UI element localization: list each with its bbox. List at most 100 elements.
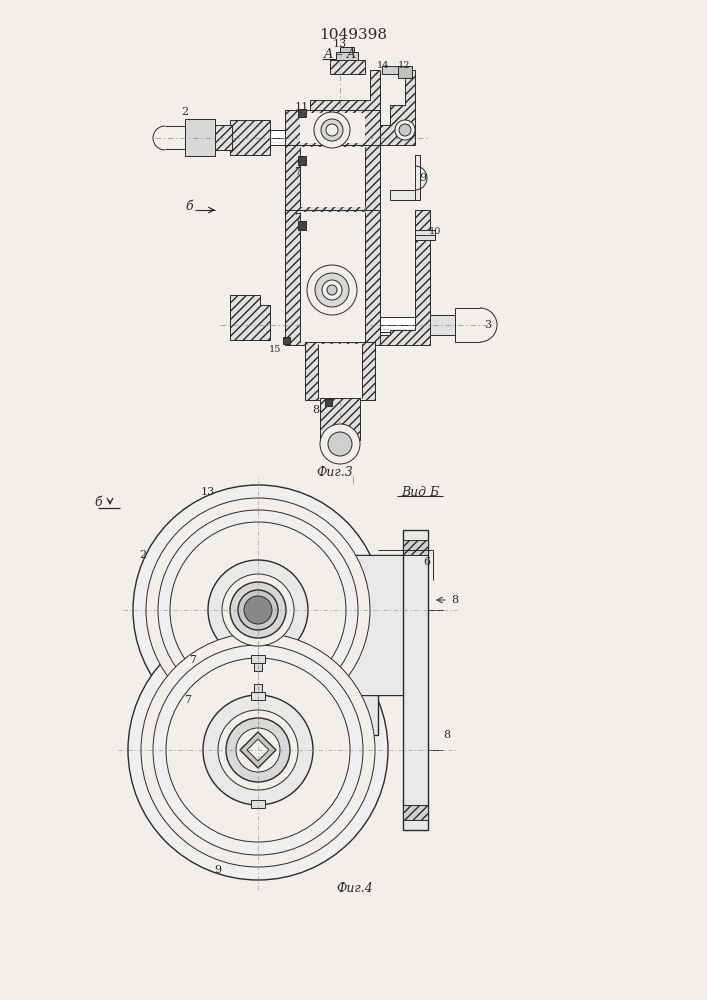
Polygon shape bbox=[185, 119, 215, 156]
Text: 8: 8 bbox=[451, 595, 458, 605]
Text: 10: 10 bbox=[429, 228, 441, 236]
Text: 12: 12 bbox=[398, 62, 410, 70]
Text: Вид Б: Вид Б bbox=[401, 486, 439, 498]
Text: 9: 9 bbox=[214, 865, 221, 875]
Circle shape bbox=[146, 498, 370, 722]
Text: 6: 6 bbox=[423, 557, 430, 567]
Polygon shape bbox=[230, 295, 270, 340]
Circle shape bbox=[166, 658, 350, 842]
Circle shape bbox=[230, 582, 286, 638]
Bar bbox=[251, 655, 265, 663]
Circle shape bbox=[328, 432, 352, 456]
Polygon shape bbox=[390, 155, 420, 200]
Bar bbox=[300, 212, 365, 342]
Text: 2: 2 bbox=[182, 107, 189, 117]
Polygon shape bbox=[303, 555, 403, 695]
Circle shape bbox=[315, 273, 349, 307]
Circle shape bbox=[321, 119, 343, 141]
Circle shape bbox=[326, 124, 338, 136]
Polygon shape bbox=[305, 342, 375, 400]
Polygon shape bbox=[303, 555, 403, 735]
Text: 14: 14 bbox=[377, 62, 390, 70]
Circle shape bbox=[208, 560, 308, 660]
Text: Фиг.3: Фиг.3 bbox=[317, 466, 354, 479]
Circle shape bbox=[218, 710, 298, 790]
Polygon shape bbox=[380, 70, 415, 145]
Circle shape bbox=[236, 728, 280, 772]
Circle shape bbox=[399, 124, 411, 136]
Circle shape bbox=[320, 424, 360, 464]
Polygon shape bbox=[230, 120, 285, 155]
Bar bbox=[382, 66, 400, 74]
Text: 7: 7 bbox=[189, 655, 197, 665]
Polygon shape bbox=[240, 732, 276, 768]
Bar bbox=[336, 52, 358, 60]
Polygon shape bbox=[430, 315, 455, 335]
Text: Фиг.4: Фиг.4 bbox=[337, 882, 373, 894]
Text: б: б bbox=[185, 200, 193, 214]
Text: 13: 13 bbox=[333, 39, 347, 49]
Bar bbox=[251, 800, 265, 808]
Circle shape bbox=[203, 695, 313, 805]
Text: 3: 3 bbox=[484, 320, 491, 330]
Bar bbox=[300, 113, 365, 143]
Text: 1049398: 1049398 bbox=[319, 28, 387, 42]
Text: 8: 8 bbox=[443, 730, 450, 740]
Polygon shape bbox=[285, 110, 380, 145]
Text: 7: 7 bbox=[185, 695, 192, 705]
Polygon shape bbox=[310, 70, 380, 110]
Polygon shape bbox=[285, 210, 380, 345]
Polygon shape bbox=[310, 325, 430, 332]
Text: 9: 9 bbox=[419, 173, 426, 183]
Bar bbox=[298, 109, 306, 117]
Circle shape bbox=[226, 718, 290, 782]
Text: 11: 11 bbox=[295, 102, 309, 112]
Circle shape bbox=[158, 510, 358, 710]
Polygon shape bbox=[270, 130, 340, 138]
Circle shape bbox=[141, 633, 375, 867]
Bar bbox=[298, 156, 306, 165]
Circle shape bbox=[395, 120, 415, 140]
Circle shape bbox=[222, 574, 294, 646]
Polygon shape bbox=[403, 540, 428, 555]
Bar bbox=[298, 221, 306, 230]
Polygon shape bbox=[285, 145, 380, 210]
Text: А – А: А – А bbox=[323, 48, 356, 62]
Circle shape bbox=[244, 596, 272, 624]
Text: 8: 8 bbox=[312, 405, 320, 415]
Polygon shape bbox=[320, 398, 360, 440]
Text: 7: 7 bbox=[295, 167, 301, 177]
Bar bbox=[403, 530, 428, 830]
Circle shape bbox=[153, 645, 363, 855]
Text: 15: 15 bbox=[269, 346, 281, 355]
Polygon shape bbox=[330, 60, 365, 74]
Bar bbox=[340, 47, 354, 52]
Bar bbox=[254, 684, 262, 692]
Text: 2: 2 bbox=[139, 550, 146, 560]
Circle shape bbox=[327, 285, 337, 295]
Circle shape bbox=[128, 620, 388, 880]
Circle shape bbox=[322, 280, 342, 300]
Circle shape bbox=[314, 112, 350, 148]
Circle shape bbox=[133, 485, 383, 735]
Polygon shape bbox=[270, 138, 340, 145]
Polygon shape bbox=[210, 125, 232, 150]
Bar bbox=[398, 66, 412, 78]
Bar bbox=[254, 663, 262, 671]
Bar bbox=[283, 337, 290, 344]
Circle shape bbox=[170, 522, 346, 698]
Text: 7: 7 bbox=[295, 213, 301, 223]
Polygon shape bbox=[310, 317, 430, 325]
Circle shape bbox=[307, 265, 357, 315]
Polygon shape bbox=[403, 805, 428, 820]
Bar bbox=[251, 692, 265, 700]
Text: б: б bbox=[94, 496, 102, 510]
Bar bbox=[415, 230, 435, 240]
Bar bbox=[318, 344, 362, 398]
Bar bbox=[300, 147, 365, 207]
Polygon shape bbox=[380, 210, 430, 345]
Polygon shape bbox=[247, 739, 269, 761]
Bar bbox=[325, 399, 332, 406]
Circle shape bbox=[238, 590, 278, 630]
Text: 13: 13 bbox=[201, 487, 215, 497]
